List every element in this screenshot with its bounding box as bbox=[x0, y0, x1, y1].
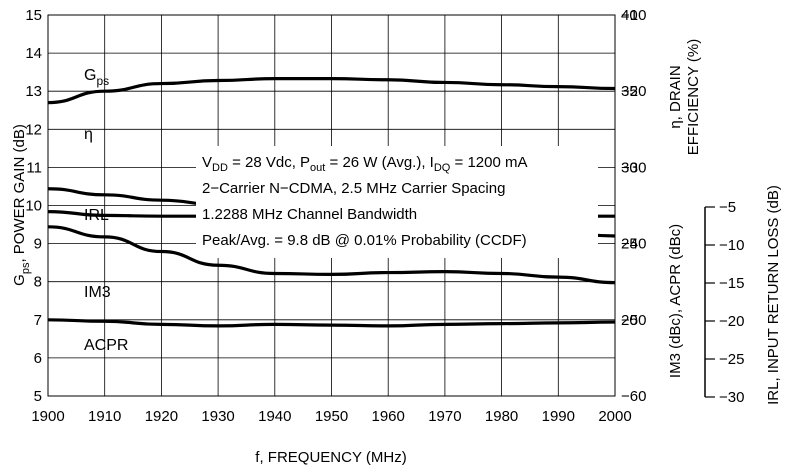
series-label-eta: η bbox=[84, 126, 93, 143]
left-tick-label: 5 bbox=[34, 388, 42, 405]
right-axis-1-tick-label: 30 bbox=[621, 159, 638, 176]
x-tick-label: 1910 bbox=[88, 408, 121, 425]
annotation-background bbox=[196, 146, 598, 258]
series-label-acpr: ACPR bbox=[84, 337, 128, 354]
x-tick-label: 2000 bbox=[598, 408, 631, 425]
x-tick-labels: 1900 1910 1920 1930 1940 1950 1960 1970 1980 1990… bbox=[31, 408, 631, 425]
series-label-irl: IRL bbox=[84, 207, 109, 224]
right-axis-1-tick-label: 20 bbox=[621, 312, 638, 329]
right-axis-1-tick-label: 25 bbox=[621, 236, 638, 253]
plot-frame bbox=[47, 14, 616, 397]
x-tick-label: 1940 bbox=[258, 408, 291, 425]
series-line-acpr bbox=[47, 318, 616, 328]
left-tick-label: 12 bbox=[25, 121, 42, 138]
left-tick-label: 7 bbox=[34, 312, 42, 329]
right-axis-3-label: IRL, INPUT RETURN LOSS (dB) bbox=[765, 185, 782, 405]
series-label-im3: IM3 bbox=[84, 284, 111, 301]
right-axis-3-tick-label: −15 bbox=[719, 275, 744, 292]
left-tick-label: 13 bbox=[25, 83, 42, 100]
x-axis-label: f, FREQUENCY (MHz) bbox=[255, 449, 406, 466]
right-axis-3-tick-label: −30 bbox=[719, 389, 744, 406]
series-line-irl bbox=[47, 225, 616, 285]
series-line-gps bbox=[47, 77, 616, 105]
right-axis-2-tick-label: −50 bbox=[621, 312, 646, 329]
x-tick-label: 1930 bbox=[201, 408, 234, 425]
annotation-line-2: 2−Carrier N−CDMA, 2.5 MHz Carrier Spacin… bbox=[202, 180, 505, 197]
left-tick-label: 10 bbox=[25, 198, 42, 215]
x-tick-label: 1920 bbox=[145, 408, 178, 425]
annotation-line-1: VDD = 28 Vdc, Pout = 26 W (Avg.), IDQ = … bbox=[202, 154, 528, 174]
right-axis-3-tick-label: −5 bbox=[719, 199, 736, 216]
x-tick-label: 1900 bbox=[31, 408, 64, 425]
right-axis-2-tick-labels: −10 −20 −30 −40 −50 −60 bbox=[621, 7, 646, 405]
right-axis-1-tick-label: 40 bbox=[621, 7, 638, 24]
series-label-gps: Gps bbox=[84, 67, 109, 88]
annotation-line-4: Peak/Avg. = 9.8 dB @ 0.01% Probability (… bbox=[202, 232, 527, 249]
right-axis-3-tick-label: −25 bbox=[719, 351, 744, 368]
left-axis-label: Gps, POWER GAIN (dB) bbox=[11, 124, 32, 286]
right-axis-1-tick-labels: 20 25 30 35 40 bbox=[621, 7, 638, 329]
right-axis-3-tick-label: −10 bbox=[719, 237, 744, 254]
right-axis-1-tick-label: 35 bbox=[621, 83, 638, 100]
x-tick-label: 1960 bbox=[372, 408, 405, 425]
right-axis-2-label: IM3 (dBc), ACPR (dBc) bbox=[667, 224, 684, 378]
left-tick-labels: 5 6 7 8 9 10 11 12 13 14 15 bbox=[25, 7, 42, 405]
left-tick-label: 6 bbox=[34, 350, 42, 367]
right-axis-2-tick-label: −10 bbox=[621, 7, 646, 24]
right-axis-1-label-line2: EFFICIENCY (%) bbox=[685, 39, 702, 155]
right-axis-2-tick-label: −30 bbox=[621, 159, 646, 176]
right-axis-1-label-line1: η, DRAIN bbox=[667, 65, 684, 128]
left-tick-label: 14 bbox=[25, 45, 42, 62]
right-axis-2-tick-label: −20 bbox=[621, 83, 646, 100]
right-axis-2-tick-label: −40 bbox=[621, 236, 646, 253]
x-tick-label: 1950 bbox=[315, 408, 348, 425]
x-tick-label: 1990 bbox=[542, 408, 575, 425]
x-tick-label: 1980 bbox=[485, 408, 518, 425]
x-tick-label: 1970 bbox=[428, 408, 461, 425]
right-axis-3-tick-label: −20 bbox=[719, 313, 744, 330]
left-tick-label: 8 bbox=[34, 274, 42, 291]
left-tick-label: 11 bbox=[26, 159, 42, 176]
left-tick-label: 15 bbox=[25, 7, 42, 24]
right-axis-2-tick-label: −60 bbox=[621, 388, 646, 405]
annotation-line-3: 1.2288 MHz Channel Bandwidth bbox=[202, 206, 417, 223]
left-tick-label: 9 bbox=[34, 236, 42, 253]
right-axis-3: −5 −10 −15 −20 −25 −30 bbox=[704, 199, 744, 406]
